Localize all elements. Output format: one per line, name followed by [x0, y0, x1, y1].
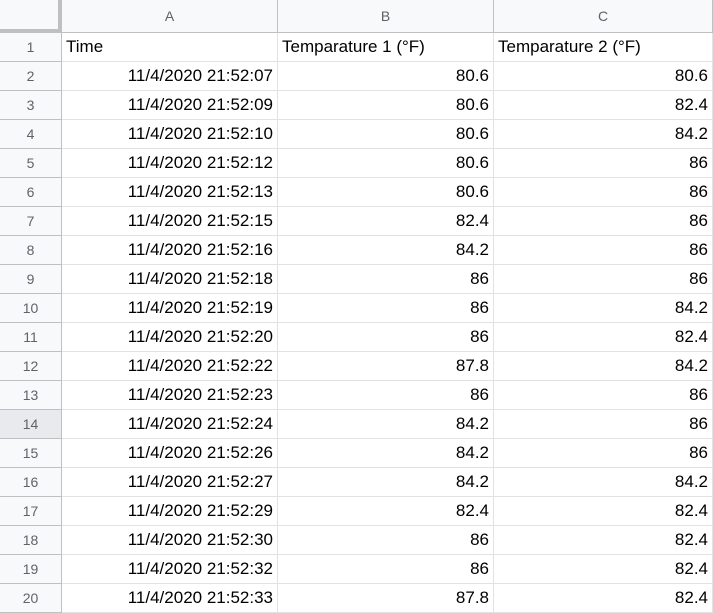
row-header[interactable]: 13 — [0, 381, 62, 410]
data-cell[interactable]: 80.6 — [278, 62, 494, 91]
data-cell[interactable]: 84.2 — [494, 352, 713, 381]
data-cell[interactable]: 86 — [278, 294, 494, 323]
data-cell[interactable]: 80.6 — [494, 62, 713, 91]
data-cell[interactable]: 11/4/2020 21:52:29 — [62, 497, 278, 526]
data-cell[interactable]: 11/4/2020 21:52:07 — [62, 62, 278, 91]
column-header-a[interactable]: A — [62, 0, 278, 33]
row-header[interactable]: 14 — [0, 410, 62, 439]
data-cell[interactable]: 11/4/2020 21:52:18 — [62, 265, 278, 294]
select-all-corner[interactable] — [0, 0, 62, 33]
data-cell[interactable]: 86 — [278, 555, 494, 584]
row-header[interactable]: 6 — [0, 178, 62, 207]
data-cell[interactable]: 82.4 — [494, 584, 713, 613]
row-header[interactable]: 20 — [0, 584, 62, 613]
data-cell[interactable]: 86 — [494, 207, 713, 236]
row-header[interactable]: 7 — [0, 207, 62, 236]
data-cell[interactable]: 86 — [278, 265, 494, 294]
data-cell[interactable]: 80.6 — [278, 178, 494, 207]
data-cell[interactable]: 86 — [278, 323, 494, 352]
data-cell[interactable]: 11/4/2020 21:52:09 — [62, 91, 278, 120]
data-cell[interactable]: 80.6 — [278, 120, 494, 149]
row-header[interactable]: 4 — [0, 120, 62, 149]
data-cell[interactable]: 86 — [494, 410, 713, 439]
data-cell[interactable]: 11/4/2020 21:52:23 — [62, 381, 278, 410]
row-header[interactable]: 2 — [0, 62, 62, 91]
row-header[interactable]: 8 — [0, 236, 62, 265]
data-cell[interactable]: 82.4 — [278, 207, 494, 236]
data-cell[interactable]: 11/4/2020 21:52:22 — [62, 352, 278, 381]
data-cell[interactable]: 86 — [494, 236, 713, 265]
column-header-b[interactable]: B — [278, 0, 494, 33]
data-cell[interactable]: 84.2 — [494, 120, 713, 149]
data-cell[interactable]: 84.2 — [278, 236, 494, 265]
data-cell[interactable]: 11/4/2020 21:52:32 — [62, 555, 278, 584]
data-cell[interactable]: 84.2 — [494, 294, 713, 323]
header-cell[interactable]: Time — [62, 33, 278, 62]
data-cell[interactable]: 84.2 — [278, 468, 494, 497]
row-header[interactable]: 15 — [0, 439, 62, 468]
data-cell[interactable]: 86 — [494, 149, 713, 178]
data-cell[interactable]: 11/4/2020 21:52:33 — [62, 584, 278, 613]
header-cell[interactable]: Temparature 2 (°F) — [494, 33, 713, 62]
column-header-c[interactable]: C — [494, 0, 713, 33]
data-cell[interactable]: 11/4/2020 21:52:26 — [62, 439, 278, 468]
row-header[interactable]: 12 — [0, 352, 62, 381]
data-cell[interactable]: 11/4/2020 21:52:24 — [62, 410, 278, 439]
row-header[interactable]: 5 — [0, 149, 62, 178]
row-header[interactable]: 11 — [0, 323, 62, 352]
data-cell[interactable]: 86 — [278, 526, 494, 555]
data-cell[interactable]: 84.2 — [494, 468, 713, 497]
data-cell[interactable]: 11/4/2020 21:52:13 — [62, 178, 278, 207]
data-cell[interactable]: 11/4/2020 21:52:15 — [62, 207, 278, 236]
data-cell[interactable]: 80.6 — [278, 91, 494, 120]
data-cell[interactable]: 11/4/2020 21:52:20 — [62, 323, 278, 352]
data-cell[interactable]: 86 — [494, 381, 713, 410]
data-cell[interactable]: 86 — [494, 265, 713, 294]
data-cell[interactable]: 82.4 — [494, 526, 713, 555]
data-cell[interactable]: 11/4/2020 21:52:10 — [62, 120, 278, 149]
data-cell[interactable]: 87.8 — [278, 584, 494, 613]
data-cell[interactable]: 82.4 — [494, 497, 713, 526]
data-cell[interactable]: 82.4 — [494, 323, 713, 352]
row-header[interactable]: 16 — [0, 468, 62, 497]
data-cell[interactable]: 80.6 — [278, 149, 494, 178]
data-cell[interactable]: 84.2 — [278, 410, 494, 439]
data-cell[interactable]: 86 — [494, 178, 713, 207]
data-cell[interactable]: 86 — [278, 381, 494, 410]
row-header[interactable]: 9 — [0, 265, 62, 294]
row-header[interactable]: 1 — [0, 33, 62, 62]
data-cell[interactable]: 11/4/2020 21:52:16 — [62, 236, 278, 265]
data-cell[interactable]: 82.4 — [278, 497, 494, 526]
row-header[interactable]: 18 — [0, 526, 62, 555]
row-header[interactable]: 17 — [0, 497, 62, 526]
data-cell[interactable]: 11/4/2020 21:52:19 — [62, 294, 278, 323]
row-header[interactable]: 3 — [0, 91, 62, 120]
data-cell[interactable]: 11/4/2020 21:52:12 — [62, 149, 278, 178]
header-cell[interactable]: Temparature 1 (°F) — [278, 33, 494, 62]
data-cell[interactable]: 82.4 — [494, 91, 713, 120]
data-cell[interactable]: 86 — [494, 439, 713, 468]
data-cell[interactable]: 11/4/2020 21:52:27 — [62, 468, 278, 497]
data-cell[interactable]: 11/4/2020 21:52:30 — [62, 526, 278, 555]
data-cell[interactable]: 84.2 — [278, 439, 494, 468]
row-header[interactable]: 10 — [0, 294, 62, 323]
data-cell[interactable]: 82.4 — [494, 555, 713, 584]
row-header[interactable]: 19 — [0, 555, 62, 584]
data-cell[interactable]: 87.8 — [278, 352, 494, 381]
